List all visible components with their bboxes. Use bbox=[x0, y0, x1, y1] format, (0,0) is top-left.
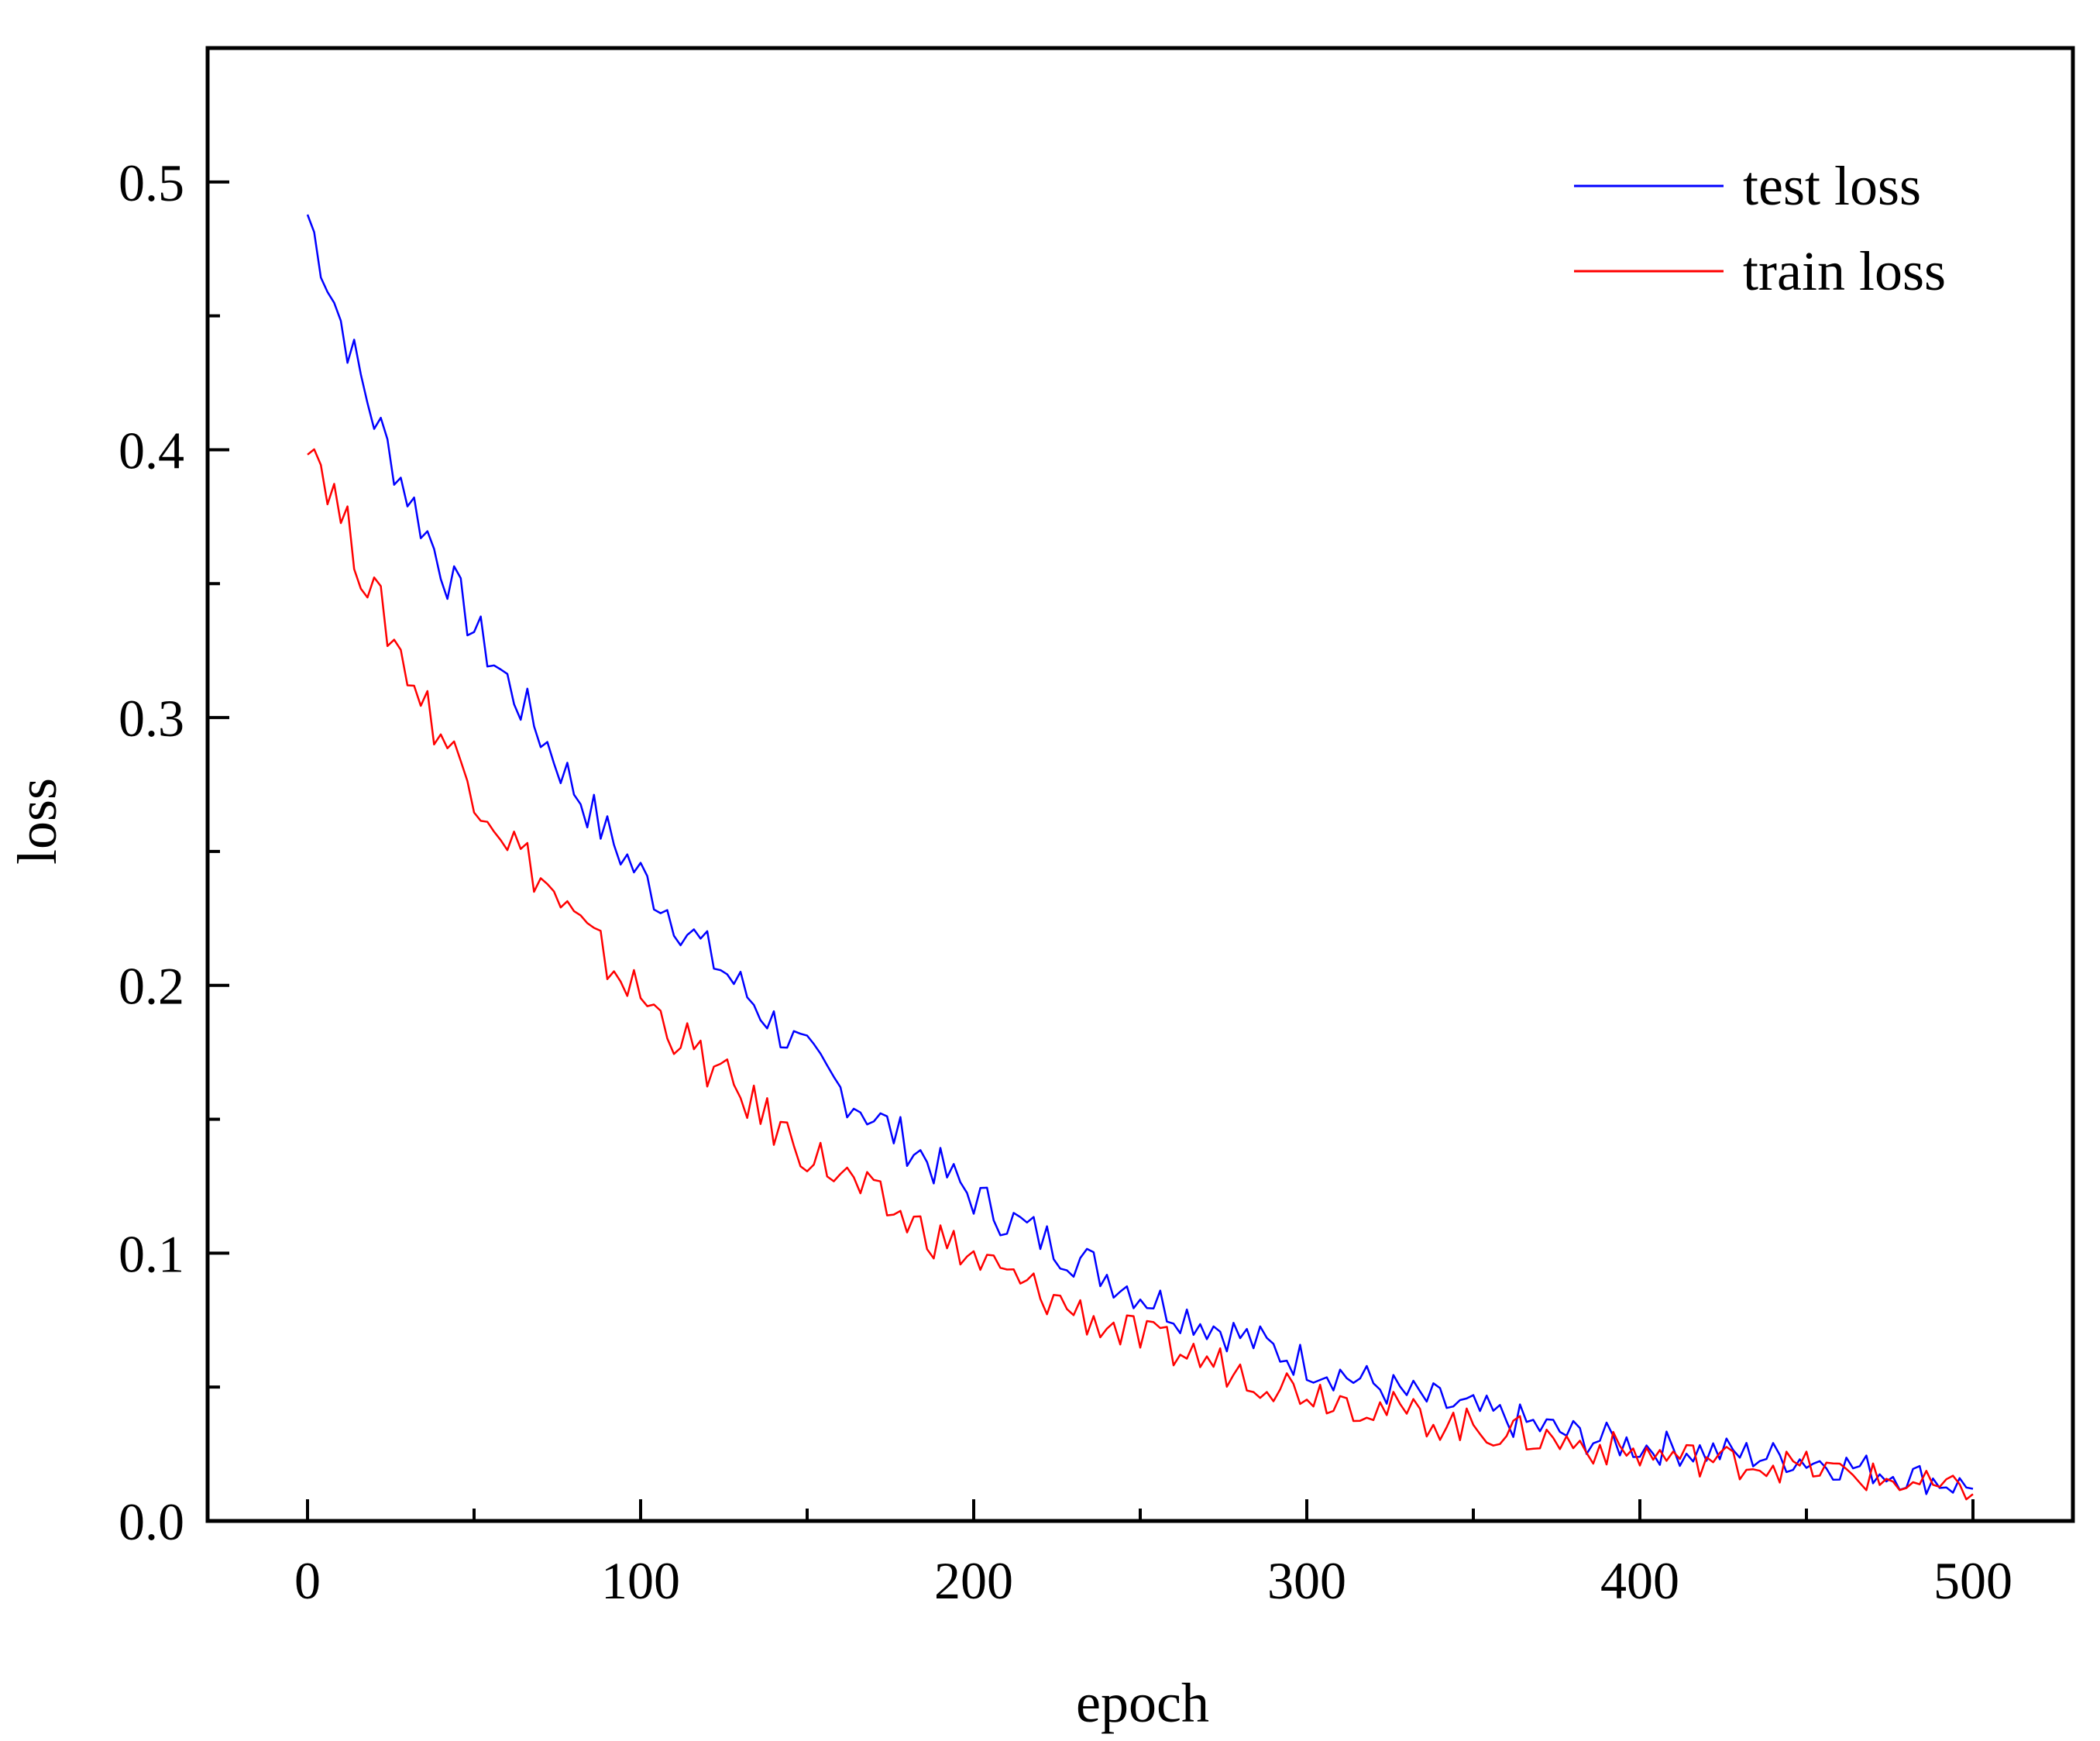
x-axis-title: epoch bbox=[1076, 1672, 1209, 1734]
y-axis-title: loss bbox=[6, 778, 68, 865]
y-tick-label: 0.2 bbox=[119, 957, 184, 1016]
x-tick-label: 500 bbox=[1933, 1551, 2012, 1610]
y-tick-label: 0.4 bbox=[119, 421, 184, 480]
y-tick-label: 0.5 bbox=[119, 153, 184, 212]
legend: test loss train loss bbox=[1574, 155, 1946, 302]
x-tick-label: 400 bbox=[1600, 1551, 1679, 1610]
y-tick-label: 0.0 bbox=[119, 1492, 184, 1551]
x-tick-label: 300 bbox=[1267, 1551, 1346, 1610]
x-tick-label: 100 bbox=[601, 1551, 680, 1610]
x-tick-label: 200 bbox=[934, 1551, 1013, 1610]
y-tick-label: 0.1 bbox=[119, 1224, 184, 1283]
axes-layer: 0 100 200 300 400 500 0.0 0.1 0.2 0.3 0.4 0.5 bbox=[119, 46, 2075, 1610]
x-tick-label: 0 bbox=[294, 1551, 321, 1610]
y-tick-label: 0.3 bbox=[119, 689, 184, 748]
legend-label-train-loss: train loss bbox=[1743, 240, 1946, 302]
series-line-train-loss bbox=[307, 448, 1974, 1501]
series-layer bbox=[306, 214, 1974, 1501]
legend-label-test-loss: test loss bbox=[1743, 155, 1921, 217]
